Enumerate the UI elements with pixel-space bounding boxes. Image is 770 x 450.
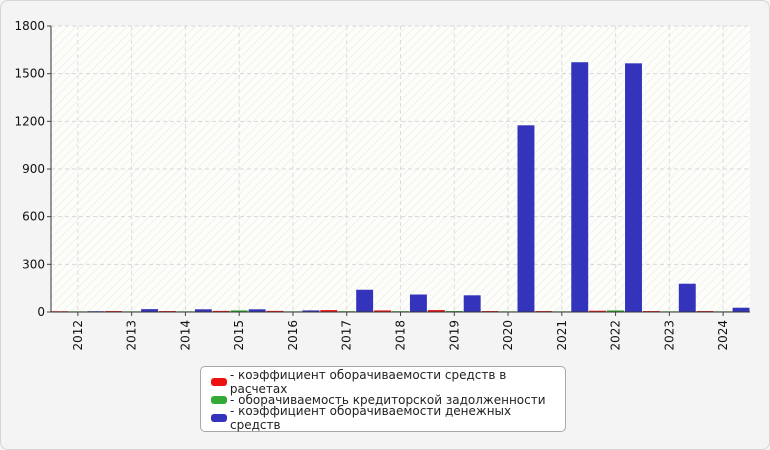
bar-series-2-2019: [463, 295, 481, 312]
axes: [47, 25, 750, 316]
x-tick-label: 2015: [232, 320, 246, 351]
y-tick-label: 1800: [14, 19, 45, 33]
bar-series-0-2019: [427, 310, 445, 312]
bar-series-0-2017: [320, 310, 338, 312]
y-tick-label: 600: [22, 210, 45, 224]
y-tick-labels: 0 300 600 900 1200 1500 1800: [14, 19, 45, 319]
bar-series-1-2022: [607, 310, 625, 312]
bar-series-0-2016: [266, 310, 284, 312]
bar-series-2-2018: [409, 294, 427, 312]
legend-label-0: - коэффициент оборачиваемости средств в …: [229, 368, 507, 396]
x-tick-label: 2024: [716, 320, 730, 351]
legend-swatch-2: [211, 414, 227, 422]
legend-swatch-1: [211, 396, 227, 404]
x-tick-label: 2020: [501, 320, 515, 351]
x-tick-label: 2016: [286, 320, 300, 351]
x-tick-label: 2012: [71, 320, 85, 351]
y-tick-label: 1200: [14, 114, 45, 128]
bar-series-2-2022: [625, 63, 642, 312]
x-tick-label: 2023: [662, 320, 676, 351]
x-tick-label: 2017: [340, 320, 354, 351]
legend-item-2: - коэффициент оборачиваемости денежных с…: [211, 404, 565, 432]
y-tick-label: 0: [37, 305, 45, 319]
x-tick-label: 2018: [394, 320, 408, 351]
bar-series-2-2020: [517, 125, 535, 312]
x-tick-label: 2022: [609, 320, 623, 351]
bar-series-0-2018: [374, 310, 392, 312]
y-tick-label: 300: [22, 257, 45, 271]
x-tick-label: 2021: [555, 320, 569, 351]
bar-series-2-2021: [571, 62, 589, 312]
x-tick-label: 2019: [447, 320, 461, 351]
x-tick-label: 2014: [178, 320, 192, 351]
bar-series-1-2015: [230, 310, 248, 312]
legend-label-2: - коэффициент оборачиваемости денежных с…: [229, 404, 512, 432]
bar-series-0-2015: [212, 310, 230, 312]
legend-label-1: - оборачиваемость кредиторской задолженн…: [230, 393, 546, 407]
x-tick-label: 2013: [125, 320, 139, 351]
bar-series-2-2017: [356, 289, 374, 312]
legend: - коэффициент оборачиваемости средств в …: [200, 366, 566, 432]
bar-series-2-2024: [732, 307, 750, 312]
x-tick-labels: 2012 2013 2014 2015 2016 2017 2018 2019 2020 2021…: [71, 320, 730, 351]
legend-swatch-0: [211, 378, 227, 386]
y-tick-label: 900: [22, 162, 45, 176]
legend-item-0: - коэффициент оборачиваемости средств в …: [211, 368, 565, 396]
bar-series-2-2014: [194, 309, 212, 312]
bar-series-2-2016: [302, 310, 320, 312]
bar-series-0-2022: [589, 310, 607, 312]
y-tick-label: 1500: [14, 67, 45, 81]
bar-series-2-2015: [248, 309, 266, 312]
bar-series-2-2013: [141, 309, 159, 312]
bar-series-2-2023: [678, 283, 696, 312]
legend-item-1: - оборачиваемость кредиторской задолженн…: [211, 391, 565, 409]
